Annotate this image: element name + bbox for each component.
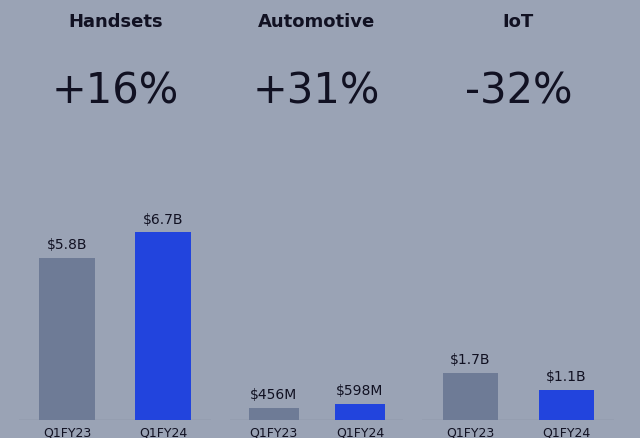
- Bar: [335, 404, 385, 420]
- Text: Automotive: Automotive: [258, 13, 376, 31]
- Text: $598M: $598M: [336, 384, 384, 398]
- Bar: [443, 373, 499, 420]
- Text: $1.7B: $1.7B: [450, 353, 491, 367]
- Text: $5.8B: $5.8B: [47, 238, 88, 252]
- Text: +31%: +31%: [253, 70, 381, 112]
- Bar: [248, 408, 299, 420]
- Bar: [40, 258, 95, 420]
- Text: Handsets: Handsets: [68, 13, 163, 31]
- Text: -32%: -32%: [465, 70, 572, 112]
- Text: +16%: +16%: [52, 70, 179, 112]
- Text: $456M: $456M: [250, 388, 297, 402]
- Text: $1.1B: $1.1B: [546, 370, 587, 384]
- Bar: [136, 233, 191, 420]
- Bar: [539, 389, 595, 420]
- Text: IoT: IoT: [503, 13, 534, 31]
- Text: $6.7B: $6.7B: [143, 213, 184, 227]
